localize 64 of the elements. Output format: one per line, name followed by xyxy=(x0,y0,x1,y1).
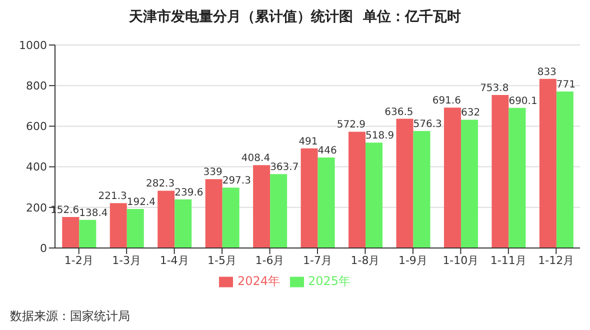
data-label: 636.5 xyxy=(384,106,414,118)
chart-title: 天津市发电量分月（累计值）统计图 单位：亿千瓦时 xyxy=(128,8,462,26)
data-label: 363.7 xyxy=(270,162,299,174)
source-note: 数据来源：国家统计局 xyxy=(10,308,130,325)
legend-label: 2024年 xyxy=(237,274,280,288)
bar xyxy=(492,94,509,248)
data-label: 690.1 xyxy=(508,96,538,107)
bar xyxy=(126,208,144,248)
bar xyxy=(270,174,288,248)
data-label: 138.4 xyxy=(79,208,108,219)
bar xyxy=(158,190,175,248)
bar xyxy=(62,217,80,248)
y-tick-label: 0 xyxy=(40,242,47,255)
bar xyxy=(460,120,478,248)
data-label: 576.3 xyxy=(413,119,442,130)
bar xyxy=(444,108,461,248)
data-label: 572.9 xyxy=(336,120,366,131)
data-label: 297.3 xyxy=(222,176,251,187)
x-tick-label: 1-5月 xyxy=(208,254,237,267)
bar xyxy=(300,148,318,248)
data-label: 491 xyxy=(298,136,318,148)
x-tick-label: 1-10月 xyxy=(442,254,479,267)
bar xyxy=(253,165,270,248)
y-tick-label: 800 xyxy=(26,80,47,93)
bar xyxy=(413,131,430,248)
legend-label: 2025年 xyxy=(308,274,351,288)
x-tick-label: 1-7月 xyxy=(303,254,332,267)
x-tick-label: 1-9月 xyxy=(398,254,428,267)
data-label: 691.6 xyxy=(432,96,461,107)
bar xyxy=(174,199,192,248)
data-label: 221.3 xyxy=(98,191,127,202)
x-tick-label: 1-2月 xyxy=(64,254,94,267)
bar xyxy=(222,188,240,248)
y-tick-label: 600 xyxy=(26,120,47,134)
bar xyxy=(366,142,383,248)
bar xyxy=(539,78,556,248)
data-label: 446 xyxy=(318,145,337,156)
data-label: 408.4 xyxy=(241,153,270,164)
x-tick-label: 1-12月 xyxy=(538,254,574,267)
bar xyxy=(110,203,127,248)
y-tick-label: 400 xyxy=(26,160,47,174)
y-tick-label: 200 xyxy=(26,201,47,214)
bar xyxy=(556,91,574,248)
bar xyxy=(205,179,222,248)
x-tick-label: 1-8月 xyxy=(350,254,380,267)
y-tick-label: 1000 xyxy=(19,38,47,52)
bar xyxy=(79,220,96,248)
x-tick-label: 1-4月 xyxy=(160,254,189,267)
data-label: 239.6 xyxy=(174,187,204,198)
data-label: 632 xyxy=(460,108,480,119)
bar xyxy=(318,157,335,248)
data-label: 282.3 xyxy=(146,178,175,190)
bar xyxy=(348,132,366,248)
data-label: 753.8 xyxy=(480,82,509,94)
data-label: 339 xyxy=(203,167,222,178)
x-tick-label: 1-3月 xyxy=(112,254,142,267)
data-label: 518.9 xyxy=(366,130,394,142)
bar xyxy=(396,118,414,248)
data-label: 192.4 xyxy=(126,196,156,208)
x-tick-label: 1-6月 xyxy=(255,254,284,267)
data-label: 771 xyxy=(556,79,576,90)
x-tick-label: 1-11月 xyxy=(490,254,526,267)
bar xyxy=(508,108,526,248)
data-label: 833 xyxy=(537,66,556,78)
